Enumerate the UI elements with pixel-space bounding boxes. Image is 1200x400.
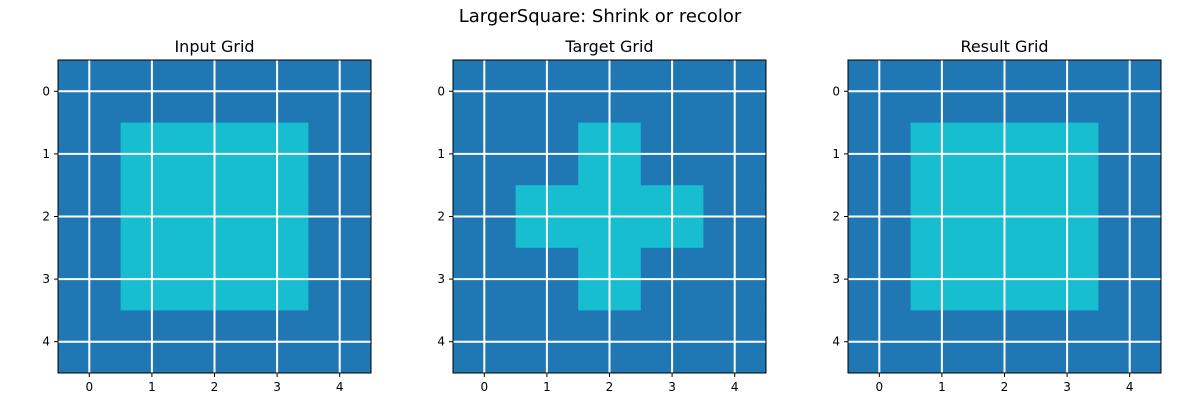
heatmap-panel-1: Input Grid 0 1 2 3 4 0 1 2 3 4 — [42, 37, 372, 394]
x-tick-label: 0 — [875, 380, 883, 394]
y-tick-label: 1 — [42, 147, 50, 161]
x-tick-label: 2 — [606, 380, 614, 394]
y-tick-label: 4 — [832, 335, 840, 349]
figure-title: LargerSquare: Shrink or recolor — [459, 6, 742, 27]
heatmap-panel-3: Result Grid 0 1 2 3 4 0 1 2 3 4 — [832, 37, 1162, 394]
x-tick-label: 2 — [1001, 380, 1009, 394]
y-tick-label: 2 — [832, 210, 840, 224]
x-tick-label: 2 — [211, 380, 219, 394]
heatmap-panel-2: Target Grid 0 1 2 3 4 0 1 2 3 4 — [437, 37, 767, 394]
x-tick-label: 0 — [480, 380, 488, 394]
y-tick-label: 2 — [437, 210, 445, 224]
x-tick-label: 1 — [148, 380, 156, 394]
x-tick-label: 1 — [543, 380, 551, 394]
x-tick-label: 1 — [938, 380, 946, 394]
y-tick-label: 4 — [42, 335, 50, 349]
panel-title: Input Grid — [174, 37, 254, 56]
y-tick-label: 0 — [42, 84, 50, 98]
y-tick-label: 3 — [832, 272, 840, 286]
panel-title: Target Grid — [564, 37, 653, 56]
x-tick-label: 0 — [85, 380, 93, 394]
y-tick-label: 3 — [42, 272, 50, 286]
x-tick-label: 3 — [668, 380, 676, 394]
y-tick-label: 3 — [437, 272, 445, 286]
panel-title: Result Grid — [960, 37, 1048, 56]
y-tick-label: 0 — [437, 84, 445, 98]
x-tick-label: 4 — [336, 380, 344, 394]
x-tick-label: 3 — [273, 380, 281, 394]
y-tick-label: 0 — [832, 84, 840, 98]
x-tick-label: 3 — [1063, 380, 1071, 394]
y-tick-label: 1 — [437, 147, 445, 161]
x-tick-label: 4 — [1126, 380, 1134, 394]
y-tick-label: 1 — [832, 147, 840, 161]
x-tick-label: 4 — [731, 380, 739, 394]
y-tick-label: 2 — [42, 210, 50, 224]
y-tick-label: 4 — [437, 335, 445, 349]
